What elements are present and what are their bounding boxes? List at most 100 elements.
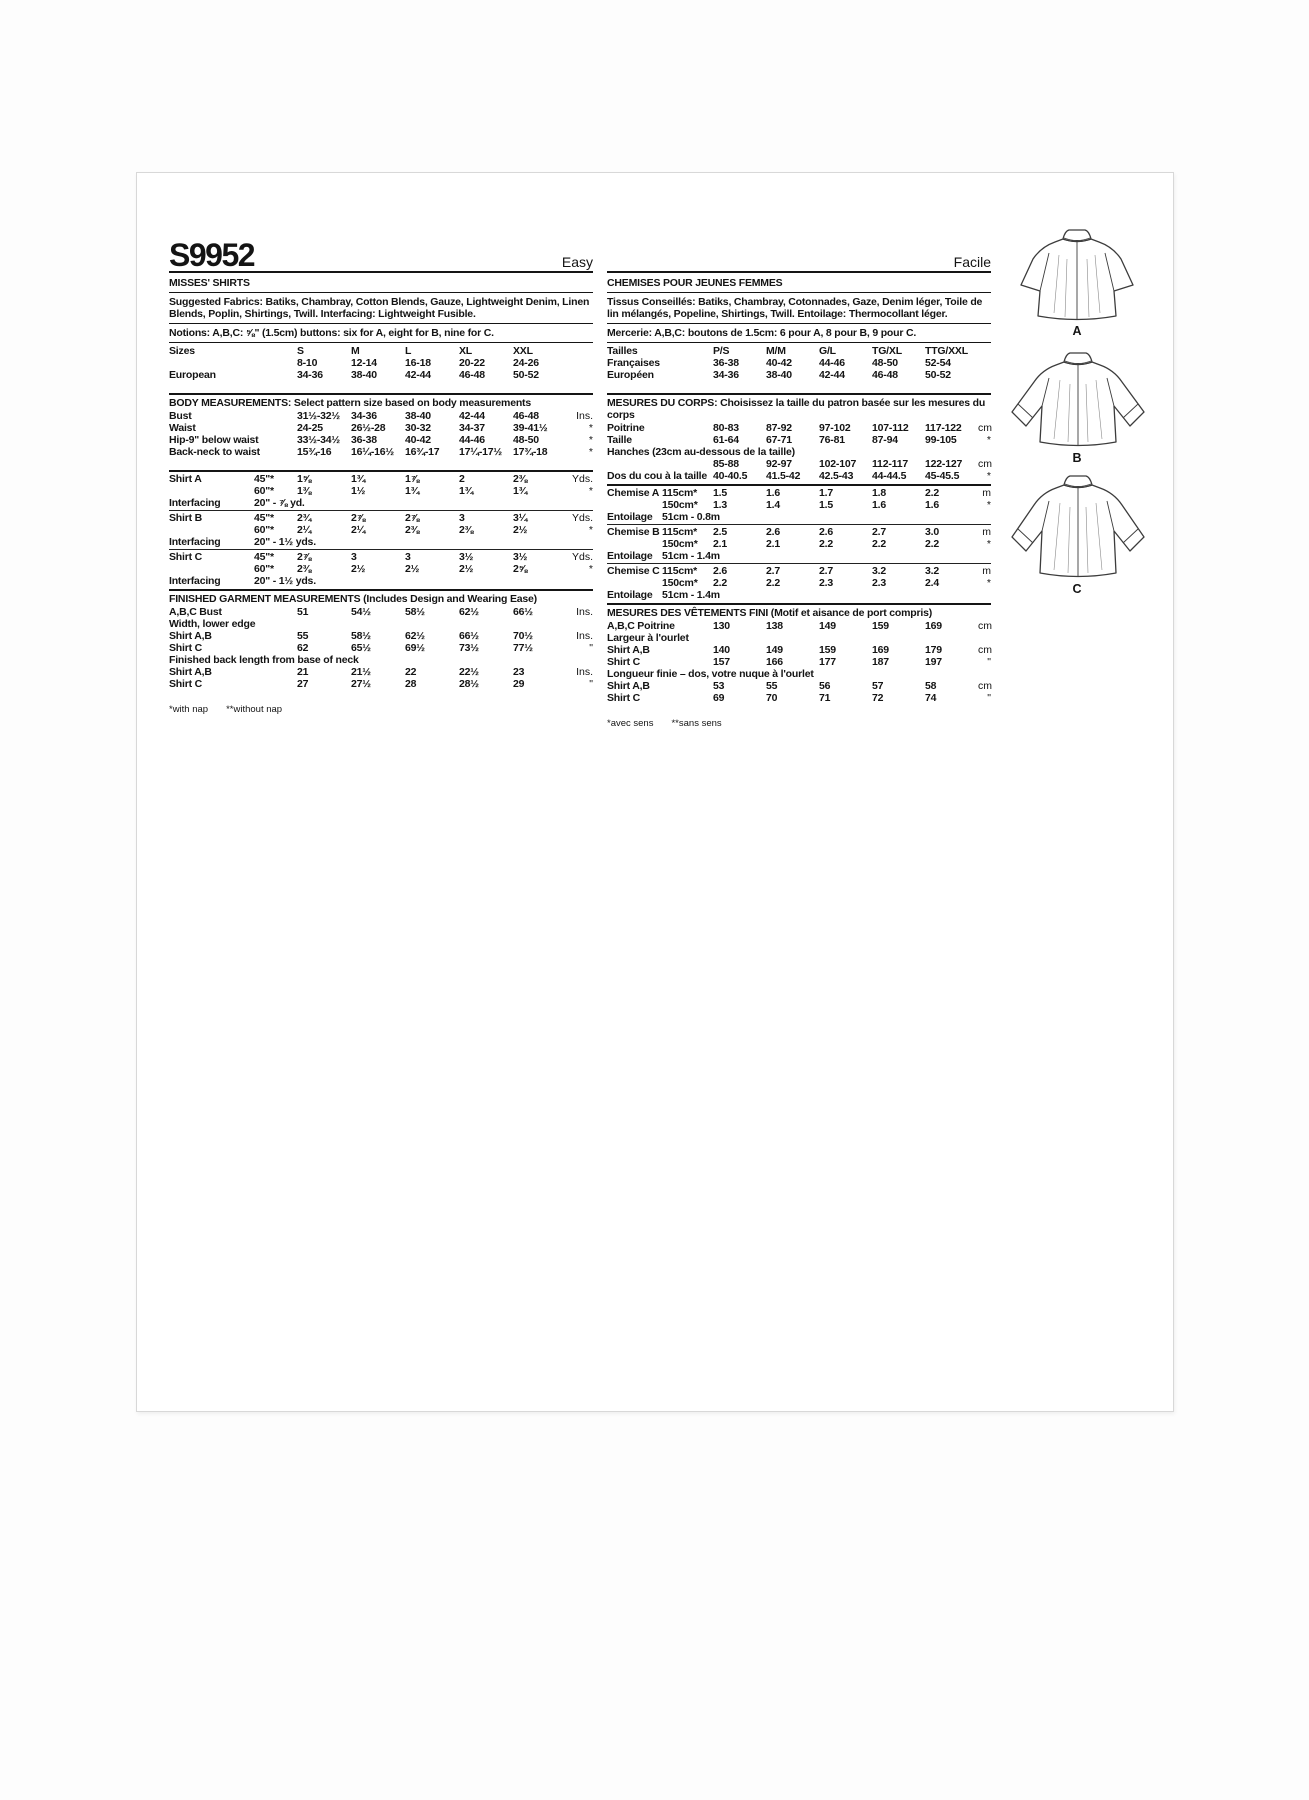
cell-value: 1.7 [819, 487, 833, 499]
cell-value: 187 [872, 656, 889, 668]
cell-value: 53 [713, 680, 725, 692]
cell-value: 2.2 [925, 538, 939, 550]
spacer [169, 458, 593, 468]
cell-value: 3¼ [513, 512, 528, 524]
cell-value: 24-25 [297, 422, 323, 434]
cell-value: 76-81 [819, 434, 845, 446]
fabric-width-label: 60"* [254, 524, 274, 536]
cell-value: 67-71 [766, 434, 792, 446]
table-row: Chemise A 115cm* 1.5 1.6 1.7 1.8 2.2 m [607, 487, 991, 499]
row-label: Shirt B [169, 512, 203, 524]
cell-value: 80-83 [713, 422, 739, 434]
row-label: Interfacing [169, 575, 221, 587]
cell-value: 1¾ [405, 485, 420, 497]
cell-value: 28 [405, 678, 417, 690]
cell-value: 48-50 [513, 434, 539, 446]
interfacing-value: 20" - ⅞ yd. [254, 497, 305, 509]
table-row: Shirt A 45"* 1⅝ 1¾ 1⅞ 2 2⅜ Yds. [169, 473, 593, 485]
cell-value: 2.3 [819, 577, 833, 589]
cell-value: 3½ [513, 551, 528, 563]
cell-value: 40-42 [405, 434, 431, 446]
table-row: Shirt A,B 55 58½ 62½ 66½ 70½ Ins. [169, 630, 593, 642]
cell-value: 2.5 [713, 526, 727, 538]
unit-label: " [987, 656, 991, 668]
nap-footnote-english: *with nap **without nap [169, 704, 593, 715]
unit-label: Yds. [571, 551, 593, 563]
row-label: Poitrine [607, 422, 645, 434]
fabric-width-label: 60"* [254, 485, 274, 497]
cell-value: 34-36 [351, 410, 377, 422]
shirt-c-label: C [1072, 582, 1082, 596]
garment-type-heading-french: CHEMISES POUR JEUNES FEMMES [607, 273, 991, 293]
interfacing-value: 20" - 1½ yds. [254, 575, 316, 587]
cell-value: 61-64 [713, 434, 739, 446]
row-label: Shirt A,B [169, 666, 212, 678]
table-row: A,B,C Poitrine 130 138 149 159 169 cm [607, 620, 992, 632]
notions-paragraph: Notions: A,B,C: ⅝" (1.5cm) buttons: six … [169, 324, 593, 343]
table-row: Tailles P/S M/M G/L TG/XL TTG/XXL [607, 345, 991, 357]
difficulty-label-french: Facile [953, 254, 991, 270]
cell-value: 62½ [459, 606, 479, 618]
cell-value: 2⅞ [405, 512, 420, 524]
spacer [169, 381, 593, 391]
table-row: 60"* 1⅜ 1½ 1¾ 1¾ 1¾ * [169, 485, 593, 497]
row-label: Chemise A [607, 487, 660, 499]
table-row: Hip-9" below waist 33½-34½ 36-38 40-42 44-46… [169, 434, 593, 446]
table-row: 150cm* 2.1 2.1 2.2 2.2 2.2 * [607, 538, 991, 550]
table-row-label: Longueur finie – dos, votre nuque à l'ou… [607, 668, 814, 680]
cell-value: 42-44 [405, 369, 431, 381]
cell-value: 122-127 [925, 458, 963, 470]
table-row: Shirt C 45"* 2⅞ 3 3 3½ 3½ Yds. [169, 551, 593, 563]
cell-value: 159 [872, 620, 889, 632]
section-heading: BODY MEASUREMENTS: Select pattern size b… [169, 397, 531, 409]
table-row: Dos du cou à la taille 40-40.5 41.5-42 42.5… [607, 470, 991, 482]
shirt-b-label: B [1072, 451, 1082, 465]
table-row: A,B,C Bust 51 54½ 58½ 62½ 66½ Ins. [169, 606, 593, 618]
cell-value: 2.7 [819, 565, 833, 577]
interfacing-row: Entoilage 51cm - 1.4m [607, 550, 991, 562]
divider [169, 393, 593, 395]
cell-value: 2⅜ [297, 563, 312, 575]
cell-value: 62½ [405, 630, 425, 642]
fabric-width-label: 60"* [254, 563, 274, 575]
cell-value: 34-36 [297, 369, 323, 381]
table-row-label: Largeur à l'ourlet [607, 632, 689, 644]
cell-value: 27½ [351, 678, 371, 690]
cell-value: 34-36 [713, 369, 739, 381]
cell-value: 36-38 [713, 357, 739, 369]
unit-label: * [588, 485, 593, 497]
fabric-width-label: 115cm* [662, 565, 698, 577]
row-label: Entoilage [607, 511, 653, 523]
unit-label: cm [978, 422, 992, 434]
cell-value: 50-52 [513, 369, 539, 381]
table-row: Shirt B 45"* 2¾ 2⅞ 2⅞ 3 3¼ Yds. [169, 512, 593, 524]
cell-value: 2.6 [819, 526, 833, 538]
unit-label: * [986, 499, 991, 511]
cell-value: 1½ [351, 485, 366, 497]
row-label: Shirt A,B [607, 644, 650, 656]
cell-value: 159 [819, 644, 836, 656]
cell-value: 44-46 [459, 434, 485, 446]
cell-value: 92-97 [766, 458, 792, 470]
cell-value: 44-46 [819, 357, 845, 369]
cell-value: 3.2 [872, 565, 886, 577]
cell-value: 2⅜ [513, 473, 528, 485]
table-row: 60"* 2¼ 2¼ 2⅜ 2⅜ 2½ * [169, 524, 593, 536]
unit-label: * [986, 470, 991, 482]
cell-value: 8-10 [297, 357, 318, 369]
row-label: Dos du cou à la taille [607, 470, 708, 482]
cell-value: 1.6 [925, 499, 939, 511]
cell-value: 1.6 [872, 499, 886, 511]
cell-value: 70½ [513, 630, 533, 642]
cell-value: 62 [297, 642, 309, 654]
cell-value: 166 [766, 656, 783, 668]
row-label: Taille [607, 434, 632, 446]
cell-value: 1⅝ [297, 473, 312, 485]
cell-value: 177 [819, 656, 836, 668]
cell-value: 15¾-16 [297, 446, 332, 458]
divider [169, 470, 593, 472]
divider [607, 524, 991, 525]
cell-value: 1.4 [766, 499, 780, 511]
cell-value: 23 [513, 666, 525, 678]
row-label: Bust [169, 410, 192, 422]
